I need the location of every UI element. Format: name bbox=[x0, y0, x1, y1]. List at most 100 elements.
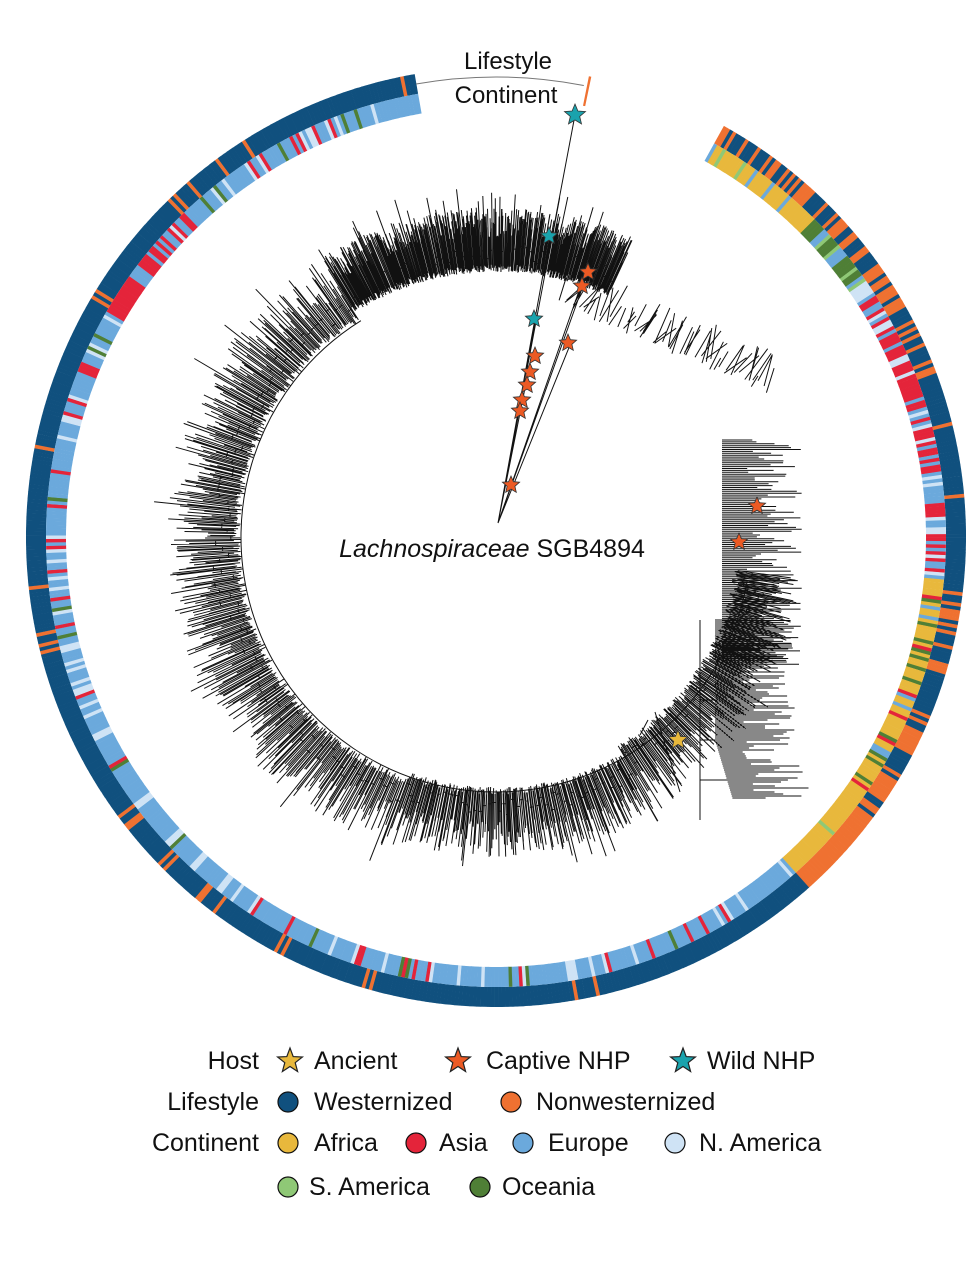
continent-ring-segment bbox=[59, 424, 80, 433]
continent-ring-segment bbox=[487, 966, 492, 987]
continent-ring-segment bbox=[703, 912, 717, 932]
lifestyle-ring-segment bbox=[736, 915, 751, 934]
continent-ring-segment bbox=[241, 891, 256, 910]
continent-ring-segment bbox=[717, 903, 732, 923]
continent-ring-segment bbox=[88, 720, 109, 732]
lifestyle-ring-segment bbox=[309, 950, 322, 970]
lifestyle-ring-segment bbox=[217, 899, 233, 919]
lifestyle-ring-segment bbox=[939, 607, 961, 615]
lifestyle-ring-segment bbox=[260, 926, 274, 946]
lifestyle-ring-segment bbox=[439, 983, 446, 1005]
lifestyle-ring-segment bbox=[257, 924, 271, 944]
continent-ring-segment bbox=[914, 630, 936, 639]
continent-ring-segment bbox=[841, 269, 861, 285]
lifestyle-ring-segment bbox=[801, 192, 819, 210]
lifestyle-ring-segment bbox=[929, 655, 950, 665]
lifestyle-ring-segment bbox=[80, 747, 100, 761]
lifestyle-ring-segment bbox=[871, 782, 890, 797]
lifestyle-ring-segment bbox=[100, 780, 120, 795]
continent-ring-segment bbox=[571, 959, 579, 981]
lifestyle-ring-segment bbox=[343, 91, 354, 112]
lifestyle-ring-segment bbox=[884, 761, 904, 776]
continent-ring-segment bbox=[56, 438, 77, 446]
continent-ring-segment bbox=[676, 925, 689, 946]
continent-ring-segment bbox=[60, 421, 81, 430]
continent-ring-segment bbox=[878, 731, 898, 744]
lifestyle-ring-segment bbox=[783, 175, 800, 194]
lifestyle-ring-segment bbox=[26, 524, 47, 529]
lifestyle-ring-segment bbox=[400, 76, 408, 97]
continent-ring-segment bbox=[661, 932, 673, 953]
continent-ring-segment bbox=[819, 817, 838, 833]
lifestyle-ring-segment bbox=[935, 628, 957, 636]
continent-ring-segment bbox=[282, 915, 296, 936]
lifestyle-ring-segment bbox=[928, 407, 949, 417]
continent-ring-segment bbox=[411, 959, 419, 980]
captive-nhp-star-icon bbox=[572, 275, 592, 295]
continent-ring-segment bbox=[66, 400, 87, 411]
continent-ring-segment bbox=[834, 798, 853, 815]
continent-ring-segment bbox=[111, 299, 131, 313]
lifestyle-ring-segment bbox=[178, 868, 195, 886]
continent-ring-segment bbox=[73, 377, 94, 389]
continent-ring-segment bbox=[884, 719, 904, 731]
continent-ring-segment bbox=[707, 145, 721, 165]
lifestyle-ring-segment bbox=[480, 986, 485, 1007]
lifestyle-ring-segment bbox=[29, 594, 51, 601]
lifestyle-ring-segment bbox=[945, 526, 966, 531]
lifestyle-ring-segment bbox=[313, 951, 325, 972]
continent-ring-segment bbox=[58, 638, 79, 647]
lifestyle-ring-segment bbox=[42, 408, 64, 418]
lifestyle-ring-segment bbox=[824, 215, 842, 232]
lifestyle-ring-segment bbox=[29, 473, 51, 480]
lifestyle-ring-segment bbox=[306, 948, 318, 969]
lifestyle-ring-segment bbox=[547, 983, 554, 1004]
lifestyle-ring-segment bbox=[916, 369, 937, 381]
lifestyle-ring-segment bbox=[135, 825, 154, 842]
lifestyle-ring-segment bbox=[67, 340, 88, 352]
lifestyle-ring-segment bbox=[183, 873, 200, 891]
lifestyle-ring-segment bbox=[83, 753, 104, 767]
lifestyle-ring-segment bbox=[50, 679, 71, 690]
continent-ring-segment bbox=[762, 184, 779, 203]
lifestyle-ring-segment bbox=[385, 974, 395, 995]
lifestyle-ring-segment bbox=[33, 447, 55, 456]
lifestyle-ring-segment bbox=[889, 752, 909, 766]
lifestyle-ring-segment bbox=[78, 744, 99, 757]
lifestyle-ring-segment bbox=[26, 520, 47, 525]
lifestyle-ring-segment bbox=[296, 944, 309, 965]
lifestyle-ring-segment bbox=[899, 733, 919, 747]
continent-ring-segment bbox=[855, 289, 874, 304]
continent-ring-segment bbox=[93, 332, 113, 346]
lifestyle-ring-segment bbox=[853, 251, 872, 267]
continent-ring-segment bbox=[610, 950, 620, 971]
continent-ring-segment bbox=[865, 307, 885, 321]
continent-ring-segment bbox=[54, 448, 75, 456]
lifestyle-ring-segment bbox=[98, 777, 118, 792]
continent-ring-segment bbox=[404, 95, 412, 117]
continent-ring-segment bbox=[48, 582, 69, 588]
continent-ring-segment bbox=[343, 941, 354, 962]
continent-ring-segment bbox=[714, 905, 729, 925]
lifestyle-ring-segment bbox=[930, 414, 951, 424]
continent-ring-segment bbox=[87, 345, 107, 358]
lifestyle-ring-segment bbox=[56, 367, 77, 378]
continent-ring-segment bbox=[886, 713, 907, 725]
lifestyle-ring-segment bbox=[821, 212, 839, 230]
legend-circle-icon-nonwesternized bbox=[500, 1091, 522, 1113]
continent-ring-segment bbox=[902, 389, 923, 400]
continent-ring-segment bbox=[868, 748, 888, 762]
continent-ring-segment bbox=[221, 178, 237, 197]
lifestyle-ring-segment bbox=[270, 931, 284, 952]
continent-ring-segment bbox=[184, 847, 201, 864]
continent-ring-segment bbox=[710, 146, 724, 166]
lifestyle-ring-segment bbox=[69, 725, 89, 738]
legend-label-wild-nhp: Wild NHP bbox=[707, 1047, 815, 1075]
continent-ring-segment bbox=[159, 235, 178, 252]
lifestyle-ring-segment bbox=[232, 145, 247, 165]
lifestyle-ring-segment bbox=[248, 135, 262, 155]
lifestyle-ring-segment bbox=[87, 301, 107, 315]
legend-item-ancient: Ancient bbox=[275, 1046, 397, 1075]
continent-ring-segment bbox=[865, 754, 885, 768]
